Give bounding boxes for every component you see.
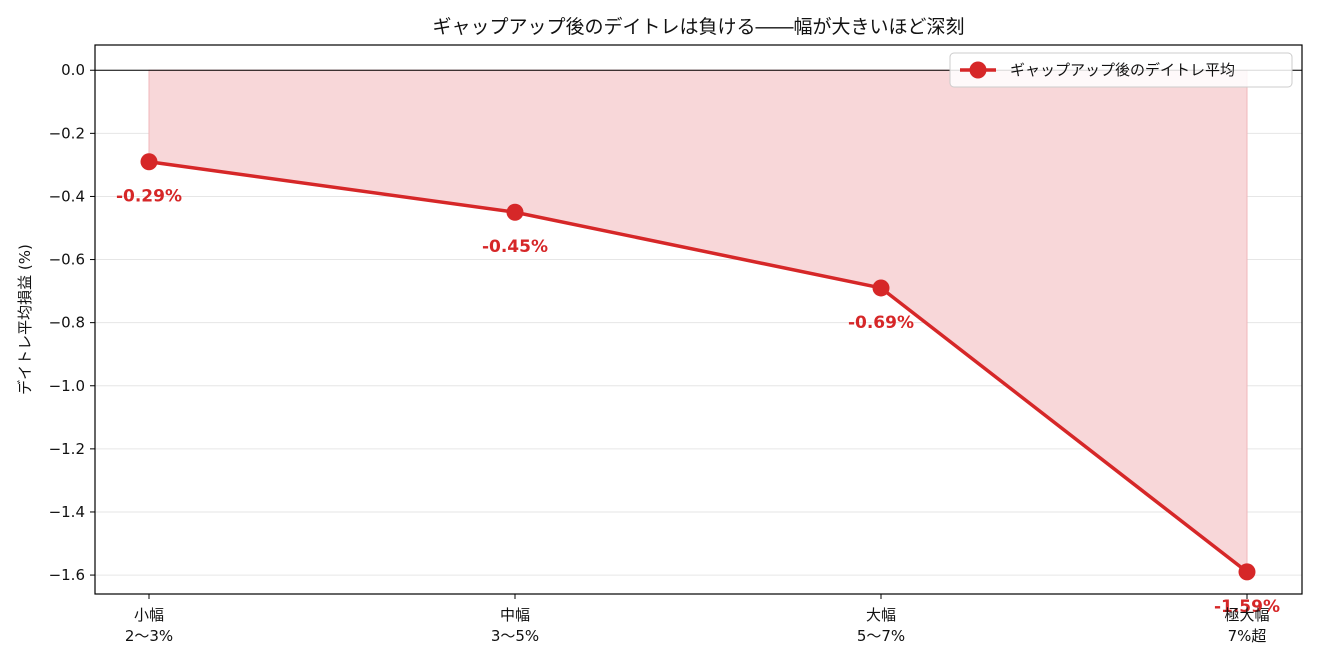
data-label: -0.45% xyxy=(482,237,548,257)
series-line xyxy=(148,160,1249,574)
x-tick-label: 中幅 3〜5% xyxy=(491,606,539,645)
data-point xyxy=(140,153,158,171)
x-tick-label: 小幅 2〜3% xyxy=(125,606,173,645)
data-labels: -0.29% -0.45% -0.69% -1.59% xyxy=(116,187,1280,617)
x-axis: 小幅 2〜3% 中幅 3〜5% 大幅 5〜7% 極大幅 7%超 xyxy=(125,594,1270,645)
y-axis: 0.0 −0.2 −0.4 −0.6 −0.8 −1.0 −1.2 −1.4 −1.6 xyxy=(49,61,95,584)
legend: ギャップアップ後のデイトレ平均 xyxy=(949,52,1293,88)
data-point xyxy=(872,279,890,297)
y-tick-label: −1.2 xyxy=(49,440,85,458)
data-point xyxy=(1238,563,1256,581)
x-tick-label: 極大幅 7%超 xyxy=(1224,606,1269,645)
x-tick-label: 大幅 5〜7% xyxy=(857,606,905,645)
legend-label: ギャップアップ後のデイトレ平均 xyxy=(1010,61,1235,79)
y-tick-label: 0.0 xyxy=(61,61,85,79)
data-label: -0.29% xyxy=(116,187,182,207)
area-fill xyxy=(148,69,1248,573)
plot-frame xyxy=(94,44,1303,595)
legend-swatch-marker xyxy=(969,61,987,79)
chart-title: ギャップアップ後のデイトレは負ける――幅が大きいほど深刻 xyxy=(432,16,964,38)
y-tick-label: −0.2 xyxy=(49,124,85,142)
fill-area xyxy=(148,69,1248,573)
data-label: -0.69% xyxy=(848,313,914,333)
data-point xyxy=(506,203,524,221)
y-tick-label: −1.6 xyxy=(49,566,85,584)
data-points xyxy=(140,153,1256,581)
data-label: -1.59% xyxy=(1214,597,1280,617)
series-polyline xyxy=(148,160,1249,574)
y-tick-label: −0.4 xyxy=(49,187,85,205)
y-tick-label: −1.4 xyxy=(49,503,85,521)
y-tick-label: −0.6 xyxy=(49,251,85,269)
legend-box xyxy=(949,52,1293,88)
y-tick-label: −0.8 xyxy=(49,314,85,332)
y-axis-label: デイトレ平均損益 (%) xyxy=(16,244,34,395)
y-tick-label: −1.0 xyxy=(49,377,85,395)
